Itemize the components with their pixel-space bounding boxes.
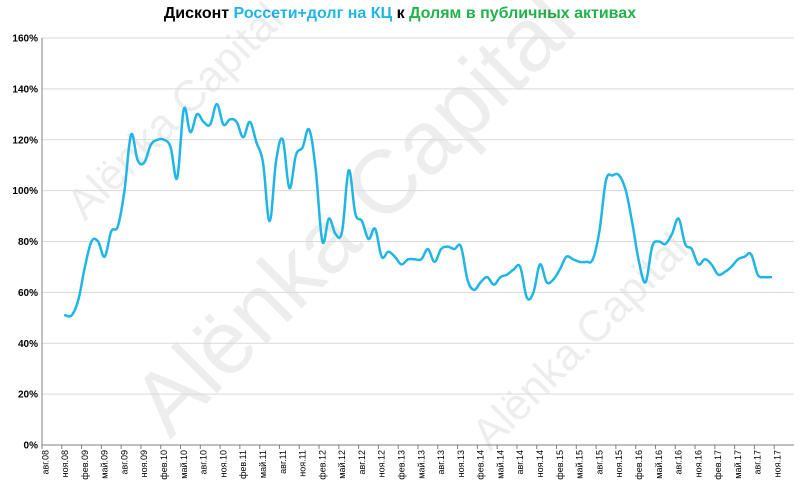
y-axis: 0% 20% 40% 60% 80% 100% 120% 140% 160% — [12, 34, 43, 452]
x-tick-label: авг.16 — [674, 450, 684, 474]
x-tick-label: фев.16 — [634, 450, 644, 480]
x-tick-label: май.09 — [100, 450, 110, 479]
x-tick-label: май.10 — [179, 450, 189, 479]
x-tick-label: ноя.17 — [773, 450, 783, 477]
x-tick-label: фев.12 — [317, 450, 327, 480]
x-tick-label: авг.13 — [436, 450, 446, 474]
x-tick-label: фев.11 — [238, 450, 248, 479]
y-tick-label: 120% — [12, 135, 38, 146]
y-tick-label: 20% — [18, 390, 38, 401]
x-tick-label: ноя.11 — [298, 450, 308, 477]
x-tick-label: май.13 — [416, 450, 426, 479]
chart-title: Дисконт Россети+долг на КЦ к Долям в пуб… — [0, 5, 800, 23]
title-part-rosseti: Россети+долг на КЦ — [233, 5, 393, 22]
x-tick-label: авг.12 — [357, 450, 367, 474]
title-part-public-assets: Долям в публичных активах — [409, 5, 637, 22]
x-tick-label: авг.15 — [594, 450, 604, 474]
x-tick-label: май.12 — [337, 450, 347, 479]
x-tick-label: фев.10 — [159, 450, 169, 480]
x-tick-label: ноя.13 — [456, 450, 466, 477]
x-tick-label: ноя.10 — [218, 450, 228, 477]
x-tick-label: ноя.08 — [60, 450, 70, 477]
x-tick-label: фев.13 — [397, 450, 407, 480]
x-tick-label: авг.14 — [515, 450, 525, 474]
x-tick-label: ноя.12 — [377, 450, 387, 477]
x-tick-label: май.15 — [575, 450, 585, 479]
watermark-small-top: Alёnka.Capital — [57, 0, 292, 229]
watermark-layer: Alёnka.Capital Alёnka.Capital Alёnka.Cap… — [57, 0, 697, 459]
x-tick-label: авг.10 — [199, 450, 209, 474]
x-tick-label: ноя.14 — [535, 450, 545, 477]
x-tick-label: авг.09 — [119, 450, 129, 474]
x-tick-label: фев.15 — [555, 450, 565, 480]
x-tick-label: май.11 — [258, 450, 268, 478]
x-tick-label: май.16 — [654, 450, 664, 479]
title-part-discount: Дисконт — [163, 5, 234, 22]
x-tick-label: авг.11 — [278, 450, 288, 474]
x-tick-label: фев.14 — [476, 450, 486, 480]
watermark-small-bottom: Alёnka.Capital — [462, 224, 697, 459]
title-part-to: к — [392, 5, 410, 22]
y-tick-label: 0% — [24, 441, 39, 452]
x-tick-label: май.17 — [733, 450, 743, 479]
x-tick-label: ноя.15 — [614, 450, 624, 477]
x-tick-label: авг.08 — [40, 450, 50, 474]
y-tick-label: 40% — [18, 339, 38, 350]
x-tick-label: ноя.16 — [693, 450, 703, 477]
y-tick-label: 140% — [12, 84, 38, 95]
y-tick-label: 160% — [12, 34, 38, 45]
x-tick-label: фев.09 — [80, 450, 90, 480]
x-tick-label: ноя.09 — [139, 450, 149, 477]
x-tick-label: фев.17 — [713, 450, 723, 480]
x-axis: авг.08 ноя.08 фев.09 май.09 авг.09 ноя.09 фев.… — [40, 445, 783, 480]
y-tick-label: 100% — [12, 186, 38, 197]
series-line — [63, 102, 773, 318]
x-tick-label: авг.17 — [753, 450, 763, 474]
x-tick-label: май.14 — [495, 450, 505, 479]
y-tick-label: 60% — [18, 288, 38, 299]
y-tick-label: 80% — [18, 237, 38, 248]
